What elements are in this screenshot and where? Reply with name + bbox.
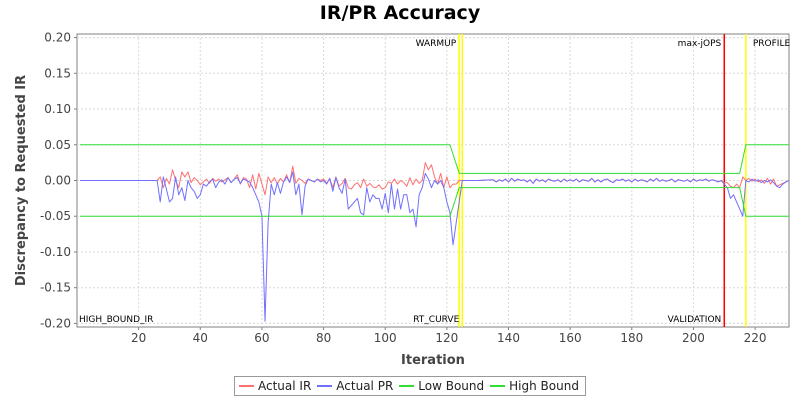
x-tick-label: 140 [497, 331, 520, 345]
y-tick-label: 0.15 [44, 66, 71, 80]
x-axis-title: Iteration [401, 353, 465, 368]
x-tick-label: 220 [744, 331, 767, 345]
legend-swatch-high-bound [490, 385, 506, 387]
series-line-2 [80, 187, 789, 217]
x-tick-label: 20 [131, 331, 146, 345]
x-tick-label: 60 [254, 331, 269, 345]
legend: Actual IR Actual PR Low Bound High Bound [234, 376, 586, 396]
legend-swatch-actual-ir [239, 385, 254, 387]
x-tick-label: 200 [682, 331, 705, 345]
y-tick-label: 0.05 [44, 138, 71, 152]
y-tick-label: -0.05 [40, 209, 71, 223]
legend-swatch-low-bound [399, 385, 415, 387]
legend-swatch-actual-pr [317, 385, 333, 387]
x-tick-label: 80 [316, 331, 331, 345]
series-line-1 [80, 171, 790, 322]
legend-item-low-bound: Low Bound [399, 379, 484, 393]
series-line-3 [80, 144, 789, 174]
legend-label-actual-ir: Actual IR [258, 379, 312, 393]
legend-item-actual-pr: Actual PR [317, 379, 393, 393]
y-tick-label: 0.00 [44, 174, 71, 188]
x-tick-label: 100 [374, 331, 397, 345]
marker-label: WARMUP [416, 39, 457, 49]
y-tick-label: 0.20 [44, 31, 71, 45]
marker-label: VALIDATION [668, 315, 722, 325]
y-tick-label: -0.10 [40, 245, 71, 259]
y-axis-title: Discrepancy to Requested IR [14, 75, 29, 286]
marker-label: RT_CURVE [413, 315, 459, 325]
legend-label-high-bound: High Bound [509, 379, 579, 393]
x-tick-label: 120 [435, 331, 458, 345]
legend-item-actual-ir: Actual IR [239, 379, 311, 393]
marker-label: HIGH_BOUND_IR [79, 315, 153, 325]
x-tick-label: 180 [620, 331, 643, 345]
x-tick-label: 160 [559, 331, 582, 345]
legend-label-low-bound: Low Bound [418, 379, 485, 393]
marker-label: max-jOPS [678, 39, 722, 49]
x-tick-label: 40 [193, 331, 208, 345]
y-tick-label: -0.20 [40, 316, 71, 330]
marker-label: PROFILE [753, 39, 791, 49]
y-tick-label: 0.10 [44, 102, 71, 116]
legend-label-actual-pr: Actual PR [336, 379, 394, 393]
chart-title: IR/PR Accuracy [319, 2, 481, 24]
y-tick-label: -0.15 [40, 281, 71, 295]
legend-item-high-bound: High Bound [490, 379, 579, 393]
